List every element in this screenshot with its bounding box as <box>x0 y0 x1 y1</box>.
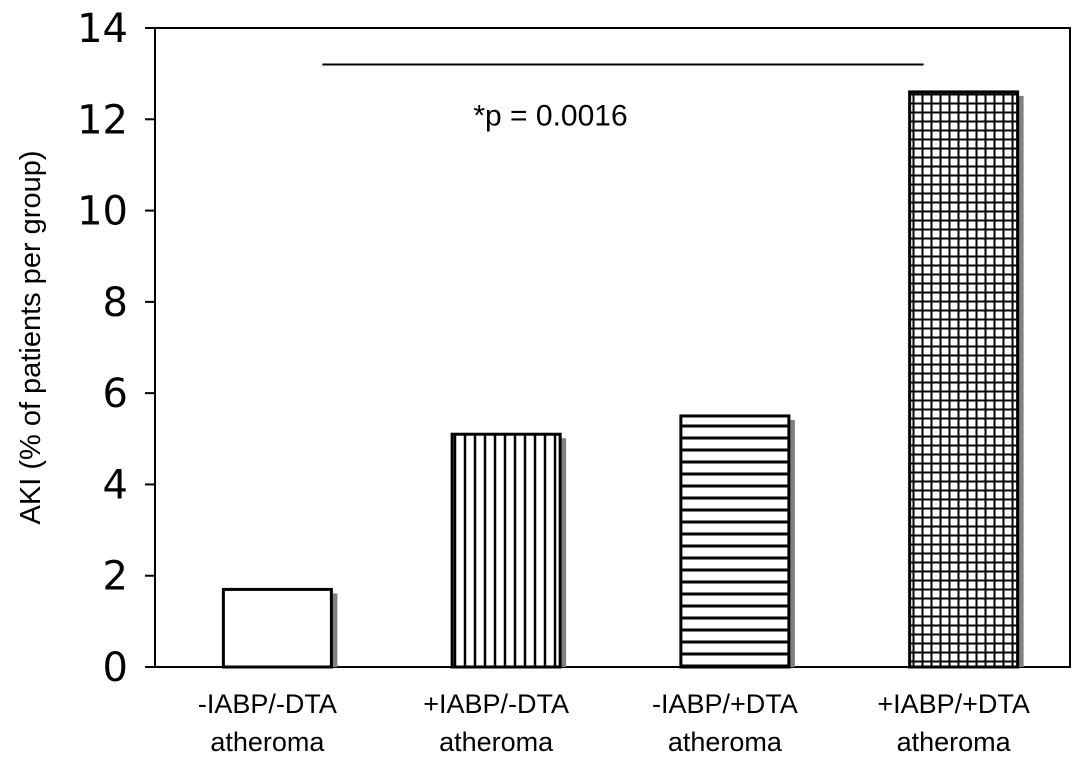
y-tick-label: 0 <box>103 645 128 691</box>
x-category-label: -IABP/-DTA <box>198 689 337 719</box>
bars <box>221 90 1024 669</box>
y-tick-label: 4 <box>103 462 128 508</box>
x-axis-labels: -IABP/-DTA atheroma +IABP/-DTA atheroma -IAB… <box>198 689 1030 757</box>
plot-frame <box>154 27 1071 668</box>
x-category-label: atheroma <box>210 727 325 757</box>
x-category-label: +IABP/-DTA <box>423 689 569 719</box>
x-category-label: +IABP/+DTA <box>877 689 1030 719</box>
y-tick-label: 6 <box>103 371 128 417</box>
significance-annotation: *p = 0.0016 <box>322 63 924 133</box>
significance-label: *p = 0.0016 <box>473 100 627 133</box>
y-tick-label: 12 <box>77 97 128 143</box>
y-tick-label: 2 <box>103 554 128 600</box>
y-tick-label: 10 <box>77 189 128 235</box>
y-axis-ticks: 0 2 4 6 8 10 12 14 <box>77 6 155 691</box>
x-category-label: atheroma <box>439 727 554 757</box>
bar <box>221 587 333 669</box>
bar <box>908 90 1020 669</box>
x-category-label: atheroma <box>668 727 783 757</box>
x-category-label: -IABP/+DTA <box>652 689 798 719</box>
y-tick-label: 14 <box>77 6 128 52</box>
y-tick-label: 8 <box>103 280 128 326</box>
plot-border <box>154 27 1071 668</box>
bar <box>450 432 562 669</box>
x-category-label: atheroma <box>897 727 1012 757</box>
bar <box>679 414 791 669</box>
y-axis-label: AKI (% of patients per group) <box>15 151 47 525</box>
